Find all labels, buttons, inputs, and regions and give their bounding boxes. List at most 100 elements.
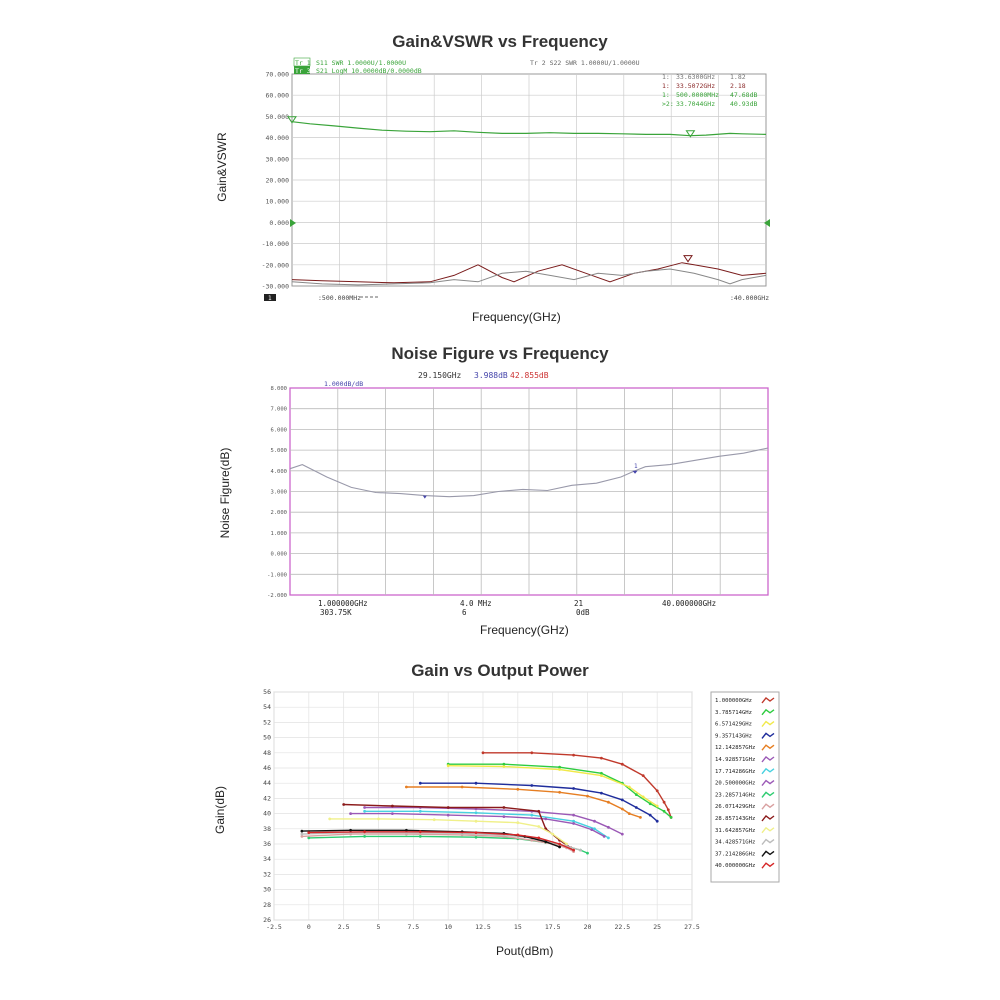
stop-label: :40.000GHz bbox=[730, 294, 769, 302]
gain-series-point bbox=[590, 828, 594, 831]
chart1-ytick: 60.000 bbox=[266, 92, 290, 100]
marker-readout-value: 1.82 bbox=[730, 73, 746, 81]
gain-series-point bbox=[537, 836, 541, 840]
nf-min-marker bbox=[422, 495, 427, 499]
chart3-xtick: -2.5 bbox=[266, 923, 282, 931]
s21-marker-2 bbox=[685, 130, 696, 138]
gain-series-point bbox=[641, 774, 645, 777]
legend-swatch bbox=[761, 826, 775, 834]
marker-readout-value: 47.68dB bbox=[730, 91, 757, 99]
chart2-ytick: 5.000 bbox=[270, 448, 287, 454]
legend-swatch bbox=[761, 803, 775, 810]
gain-series-point bbox=[530, 813, 534, 817]
gain-series-point bbox=[655, 789, 659, 793]
gain-series-point bbox=[551, 832, 555, 836]
nf-marker-label: 1 bbox=[634, 463, 638, 470]
gain-series-point bbox=[558, 842, 561, 846]
chart3-ytick: 48 bbox=[263, 749, 271, 757]
legend-swatch bbox=[761, 744, 775, 751]
legend-label: 1.000000GHz bbox=[715, 698, 752, 704]
gain-series-point bbox=[634, 793, 638, 796]
chart3-ytick: 44 bbox=[263, 779, 271, 787]
chart3-xtick: 15 bbox=[514, 923, 522, 931]
gain-series-point bbox=[544, 817, 548, 821]
nf-header-freq: 29.150GHz bbox=[418, 371, 462, 380]
gain-series-point bbox=[446, 806, 450, 809]
marker-readout-id: 1: bbox=[662, 82, 670, 90]
gain-series-point bbox=[516, 821, 520, 825]
gain-series-point bbox=[572, 822, 575, 825]
gain-series-point bbox=[418, 781, 422, 785]
chart1-ytick: -20.000 bbox=[262, 261, 289, 269]
chart3-xtick: 5 bbox=[377, 923, 381, 931]
gain-series-point bbox=[579, 848, 582, 852]
legend-label: 26.071429GHz bbox=[715, 804, 755, 810]
chart3-ytick: 56 bbox=[263, 688, 271, 696]
gain-series-point bbox=[300, 835, 304, 838]
gain-series-point bbox=[516, 833, 520, 837]
chart3-ytick: 36 bbox=[263, 840, 271, 848]
gain-series-point bbox=[530, 751, 534, 755]
legend-box bbox=[710, 691, 780, 883]
gain-series-point bbox=[586, 851, 589, 855]
gain-series-point bbox=[572, 813, 575, 817]
gain-series-point bbox=[530, 838, 534, 842]
nf-header-value: 3.988dB bbox=[474, 371, 508, 380]
gain-series-point bbox=[648, 813, 652, 817]
chart1-ylabel: Gain&VSWR bbox=[215, 132, 229, 202]
ref-left-marker bbox=[290, 219, 296, 227]
chart3-ytick: 34 bbox=[263, 855, 271, 863]
start-label: :500.000MHz bbox=[318, 294, 361, 302]
legend-label: 37.214286GHz bbox=[715, 851, 755, 857]
nf-footer-top: 4.0 MHz bbox=[460, 599, 492, 608]
chart3-xtick: 20 bbox=[584, 923, 592, 931]
gain-series-point bbox=[516, 787, 520, 791]
chart3-ytick: 38 bbox=[263, 825, 271, 833]
legend-label: 12.142857GHz bbox=[715, 745, 755, 751]
legend-swatch bbox=[761, 732, 775, 739]
gain-series-point bbox=[586, 794, 589, 798]
gain-series-point bbox=[655, 819, 659, 823]
chart3-xtick: 22.5 bbox=[615, 923, 631, 931]
gain-series-point bbox=[634, 806, 638, 809]
gain-series-point bbox=[349, 812, 352, 815]
gain-series-point bbox=[474, 781, 478, 785]
gain-series-point bbox=[669, 816, 673, 819]
chart3-xtick: 10 bbox=[444, 923, 452, 931]
legend-label: 31.642857GHz bbox=[715, 828, 755, 834]
gain-series-point bbox=[418, 809, 422, 813]
marker-readout-id: >2: bbox=[662, 100, 674, 108]
gain-series-point bbox=[537, 809, 541, 813]
channel-badge-box bbox=[264, 294, 276, 301]
chart3-xtick: 0 bbox=[307, 923, 311, 931]
ref-right-marker bbox=[764, 219, 770, 227]
legend-swatch bbox=[761, 697, 775, 704]
gain-series-point bbox=[620, 762, 624, 766]
gain-series-point bbox=[502, 806, 506, 809]
chart2-ytick: 0.000 bbox=[270, 552, 287, 558]
chart2-ytick: -1.000 bbox=[267, 572, 287, 578]
gain-series-point bbox=[432, 818, 436, 822]
tr3-badge-text: Tr 3 bbox=[295, 67, 311, 75]
legend-label: 17.714286GHz bbox=[715, 769, 755, 775]
legend-swatch bbox=[761, 779, 775, 787]
tr1-badge-text: Tr 1 bbox=[295, 59, 311, 67]
gain-series-point bbox=[363, 835, 366, 838]
nf-footer-bottom: 6 bbox=[462, 608, 467, 617]
gain-series-point bbox=[600, 771, 603, 775]
gain-series-point bbox=[405, 828, 408, 832]
gain-series-line bbox=[308, 831, 574, 851]
legend-label: 6.571429GHz bbox=[715, 722, 752, 728]
chart2-ytick: 1.000 bbox=[270, 531, 287, 537]
gain-series-point bbox=[300, 832, 304, 836]
gain-series-point bbox=[602, 835, 606, 838]
gain-series-point bbox=[418, 835, 422, 838]
gain-series-point bbox=[502, 762, 506, 766]
s21-marker-1 bbox=[287, 116, 297, 124]
gain-series-point bbox=[620, 807, 624, 811]
gain-series-point bbox=[307, 836, 311, 840]
nf-footer-bottom: 303.75K bbox=[320, 608, 352, 617]
nf-header-gain: 42.855dB bbox=[510, 371, 549, 380]
gain-series-point bbox=[572, 787, 575, 790]
legend-swatch bbox=[761, 756, 775, 763]
